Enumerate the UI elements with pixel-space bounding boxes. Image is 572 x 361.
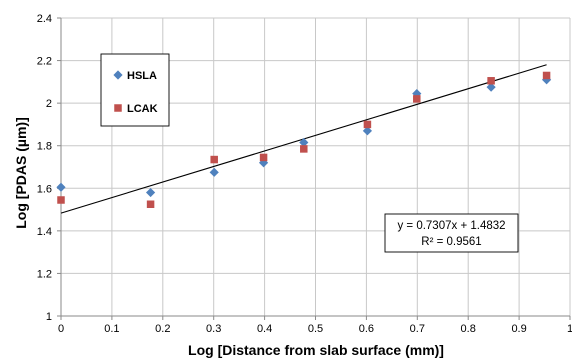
y-tick-label: 1 (46, 311, 52, 323)
hsla-point (362, 126, 373, 136)
legend-hsla-label: HSLA (127, 70, 157, 82)
y-tick-label: 2.2 (37, 56, 52, 68)
y-tick-label: 1.4 (37, 226, 52, 238)
hsla-point (209, 167, 219, 177)
x-tick-label: 0.2 (155, 323, 170, 335)
y-tick-label: 1.8 (37, 141, 52, 153)
trendline-equation: y = 0.7307x + 1.4832 (397, 220, 505, 232)
y-tick-label: 2.4 (37, 13, 52, 25)
y-tick-label: 1.2 (37, 268, 52, 280)
legend-lcak-marker (114, 104, 122, 112)
x-tick-label: 0.1 (104, 323, 119, 335)
x-tick-label: 0.7 (410, 323, 425, 335)
y-tick-label: 1.6 (37, 183, 52, 195)
hsla-point (258, 158, 269, 168)
lcak-point (487, 77, 495, 85)
lcak-point (146, 200, 155, 208)
legend-lcak-label: LCAK (127, 103, 158, 115)
equation-box: y = 0.7307x + 1.4832 R² = 0.9561 (384, 213, 519, 253)
x-axis-title: Log [Distance from slab surface (mm)] (188, 342, 444, 358)
equation-box-frame (384, 213, 519, 253)
legend-hsla-marker (113, 70, 123, 80)
axes (57, 17, 571, 320)
hsla-point (412, 88, 422, 99)
lcak-point (542, 71, 551, 80)
lcak-point (210, 155, 218, 164)
lcak-point (363, 120, 372, 129)
hsla-point (299, 137, 309, 148)
x-tick-label: 0.5 (308, 323, 323, 335)
x-tick-label: 0 (58, 323, 64, 335)
x-tick-label: 0.8 (461, 323, 476, 335)
lcak-point (259, 153, 268, 162)
grid (61, 17, 571, 316)
lcak-point (413, 95, 421, 103)
lcak-point (300, 145, 308, 153)
y-tick-label: 2 (46, 98, 52, 110)
tick-labels: 0 0.1 0.2 0.3 0.4 0.5 0.6 0.7 0.8 0.9 1 1 1.2 1.4 1.6 1… (37, 13, 572, 335)
hsla-point (145, 187, 156, 198)
hsla-point (56, 182, 66, 192)
y-axis-title: Log [PDAS (µm)] (13, 117, 29, 229)
legend-box (100, 53, 170, 127)
legend: HSLA LCAK (100, 53, 170, 127)
lcak-point (57, 196, 65, 204)
r-squared-value: R² = 0.9561 (421, 236, 481, 248)
x-tick-label: 1 (567, 323, 572, 335)
hsla-point (486, 82, 496, 92)
x-tick-label: 0.6 (359, 323, 374, 335)
x-tick-label: 0.4 (257, 323, 272, 335)
x-tick-label: 0.3 (206, 323, 221, 335)
x-tick-label: 0.9 (511, 323, 526, 335)
data-points (56, 71, 552, 208)
